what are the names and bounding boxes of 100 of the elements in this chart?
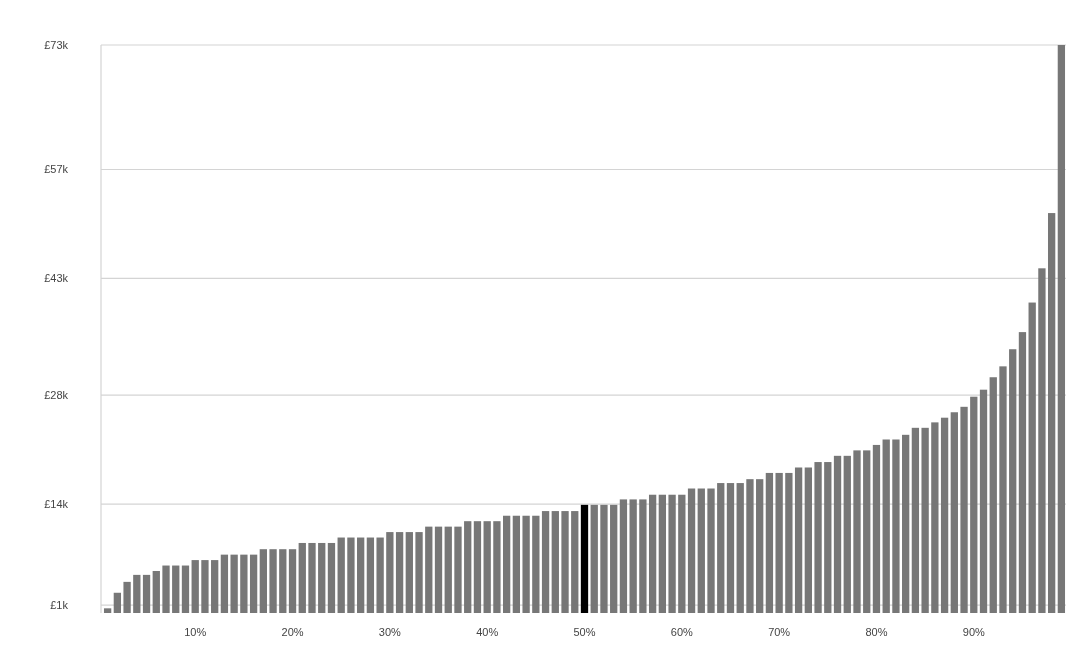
bar (619, 499, 628, 613)
bar (814, 462, 822, 613)
bar (600, 504, 608, 613)
bar (269, 549, 277, 613)
bar (882, 439, 890, 613)
bar (687, 488, 696, 613)
bar (999, 366, 1007, 613)
bar (181, 565, 190, 613)
bar (1009, 349, 1017, 613)
bar (833, 455, 842, 613)
bar (571, 511, 579, 613)
bar (950, 412, 958, 613)
bar (493, 521, 501, 613)
bar (318, 542, 326, 613)
bar (425, 526, 433, 613)
bar (697, 488, 705, 613)
bar (765, 472, 774, 613)
bar (629, 499, 637, 613)
bar (746, 479, 754, 613)
bar (337, 537, 345, 613)
y-tick-label: £1k (50, 599, 69, 612)
bar (434, 526, 443, 613)
bar (1018, 332, 1027, 613)
bar (249, 554, 258, 613)
bar (785, 472, 793, 613)
bar (551, 511, 559, 613)
bar (133, 574, 141, 613)
bar (541, 511, 550, 613)
bar (327, 542, 336, 613)
bar (308, 542, 316, 613)
bar (668, 494, 676, 613)
bar (172, 565, 180, 613)
bar (717, 483, 725, 613)
y-tick-label: £14k (44, 497, 69, 510)
bar (386, 532, 394, 613)
bar (522, 515, 530, 613)
bar (872, 444, 881, 613)
bar (843, 455, 851, 613)
bar (405, 532, 413, 613)
bar (590, 504, 598, 613)
x-tick-label: 30% (378, 626, 402, 638)
x-tick-label: 40% (476, 626, 499, 638)
bar (921, 427, 929, 613)
bar (580, 504, 589, 613)
bar (1038, 268, 1046, 613)
bar (892, 439, 900, 613)
bar (1048, 213, 1056, 613)
bar (240, 554, 248, 613)
x-tick-label: 70% (768, 626, 791, 638)
bar (610, 504, 618, 613)
bar (464, 521, 472, 613)
bar (853, 450, 861, 613)
bar (1057, 45, 1066, 613)
x-tick-label: 10% (184, 626, 207, 638)
bar (931, 422, 939, 613)
bar (639, 499, 647, 613)
bar (444, 526, 452, 613)
bar (376, 537, 384, 613)
bar (279, 549, 287, 613)
bar (220, 554, 229, 613)
bar (347, 537, 355, 613)
y-tick-label: £57k (44, 163, 69, 176)
bar (775, 472, 783, 613)
bar (415, 532, 423, 613)
y-tick-label: £28k (44, 388, 69, 401)
bar (804, 467, 812, 613)
bar (357, 537, 365, 613)
bar (502, 515, 511, 613)
x-tick-label: 90% (962, 626, 986, 638)
bar (824, 462, 832, 613)
bar (940, 417, 949, 613)
bar (658, 494, 667, 613)
x-tick-label: 60% (670, 626, 694, 638)
bar (707, 488, 715, 613)
y-tick-label: £43k (44, 272, 69, 285)
bar (863, 450, 871, 613)
bar (648, 494, 657, 613)
bar (259, 549, 267, 613)
bar (970, 396, 978, 613)
bar (1028, 302, 1036, 613)
bar (736, 483, 744, 613)
bar (979, 389, 988, 613)
bar (532, 515, 540, 613)
bar (911, 427, 920, 613)
bar (230, 554, 238, 613)
bar (678, 494, 686, 613)
bar (162, 565, 170, 613)
bar (395, 532, 404, 613)
bar (142, 574, 151, 613)
x-tick-label: 80% (865, 626, 888, 638)
bar (512, 515, 521, 613)
bar (152, 570, 160, 613)
bar (113, 592, 121, 613)
bar (288, 549, 297, 613)
bar (794, 467, 803, 613)
x-tick-label: 50% (573, 626, 596, 638)
bar (123, 581, 131, 613)
bar (201, 560, 209, 613)
bar (103, 608, 112, 613)
x-tick-label: 20% (281, 626, 304, 638)
